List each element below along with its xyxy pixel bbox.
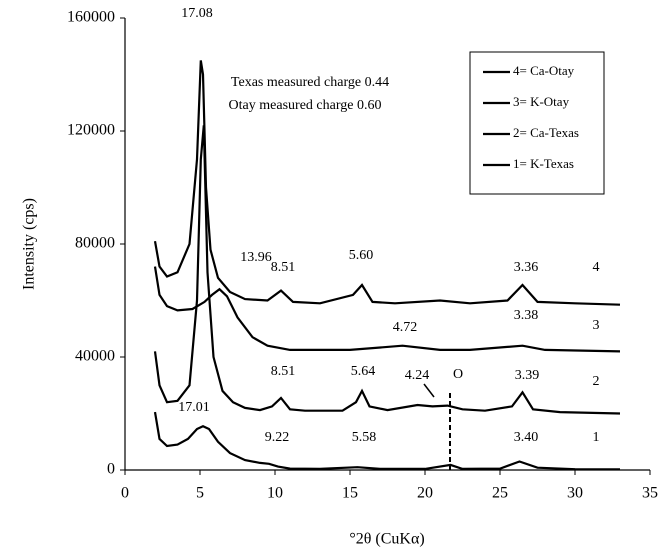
annotation: O <box>453 367 463 382</box>
y-tick-label: 80000 <box>75 235 115 252</box>
annotation: 3.39 <box>515 368 540 383</box>
y-tick-label: 120000 <box>67 122 115 139</box>
annotation: 4.72 <box>393 320 418 335</box>
annotation: 8.51 <box>271 260 296 275</box>
legend-label: 3= K-Otay <box>513 94 570 109</box>
annotation: 3.38 <box>514 308 539 323</box>
x-tick-label: 0 <box>121 485 129 502</box>
x-tick-label: 5 <box>196 485 204 502</box>
x-axis-label: °2θ (CuKα) <box>349 531 424 548</box>
annotation: 4.24 <box>405 368 430 383</box>
annotation: 5.60 <box>349 248 374 263</box>
legend-label: 1= K-Texas <box>513 156 574 171</box>
leader-line <box>423 383 435 398</box>
annotation: 4 <box>593 260 600 275</box>
annotation: 5.64 <box>351 364 376 379</box>
annotation: 13.96 <box>240 250 272 265</box>
annotation: 17.01 <box>178 400 210 415</box>
annotation: Texas measured charge 0.44 <box>231 75 389 90</box>
annotation: 1 <box>593 430 600 445</box>
annotation: 5.58 <box>352 430 377 445</box>
y-tick-label: 40000 <box>75 348 115 365</box>
annotation: 8.51 <box>271 364 296 379</box>
legend-box <box>469 51 605 195</box>
x-tick-label: 15 <box>342 485 358 502</box>
series-line <box>153 411 621 471</box>
x-tick-label: 35 <box>642 485 658 502</box>
legend-label: 4= Ca-Otay <box>513 63 575 78</box>
annotation: Otay measured charge 0.60 <box>229 98 382 113</box>
annotation: 3.36 <box>514 260 539 275</box>
series-line <box>153 266 621 353</box>
x-tick-label: 20 <box>417 485 433 502</box>
x-tick-label: 10 <box>267 485 283 502</box>
series-line <box>153 125 621 415</box>
annotation: 9.22 <box>265 430 290 445</box>
y-axis-label: Intensity (cps) <box>21 198 38 290</box>
y-tick-label: 0 <box>107 461 115 478</box>
annotation: 3.40 <box>514 430 539 445</box>
legend-label: 2= Ca-Texas <box>513 125 579 140</box>
annotation: 3 <box>593 318 600 333</box>
annotation: 2 <box>593 374 600 389</box>
x-tick-label: 30 <box>567 485 583 502</box>
y-tick-label: 160000 <box>67 9 115 26</box>
annotation: 17.08 <box>181 6 213 21</box>
series-line <box>153 60 621 306</box>
x-tick-label: 25 <box>492 485 508 502</box>
